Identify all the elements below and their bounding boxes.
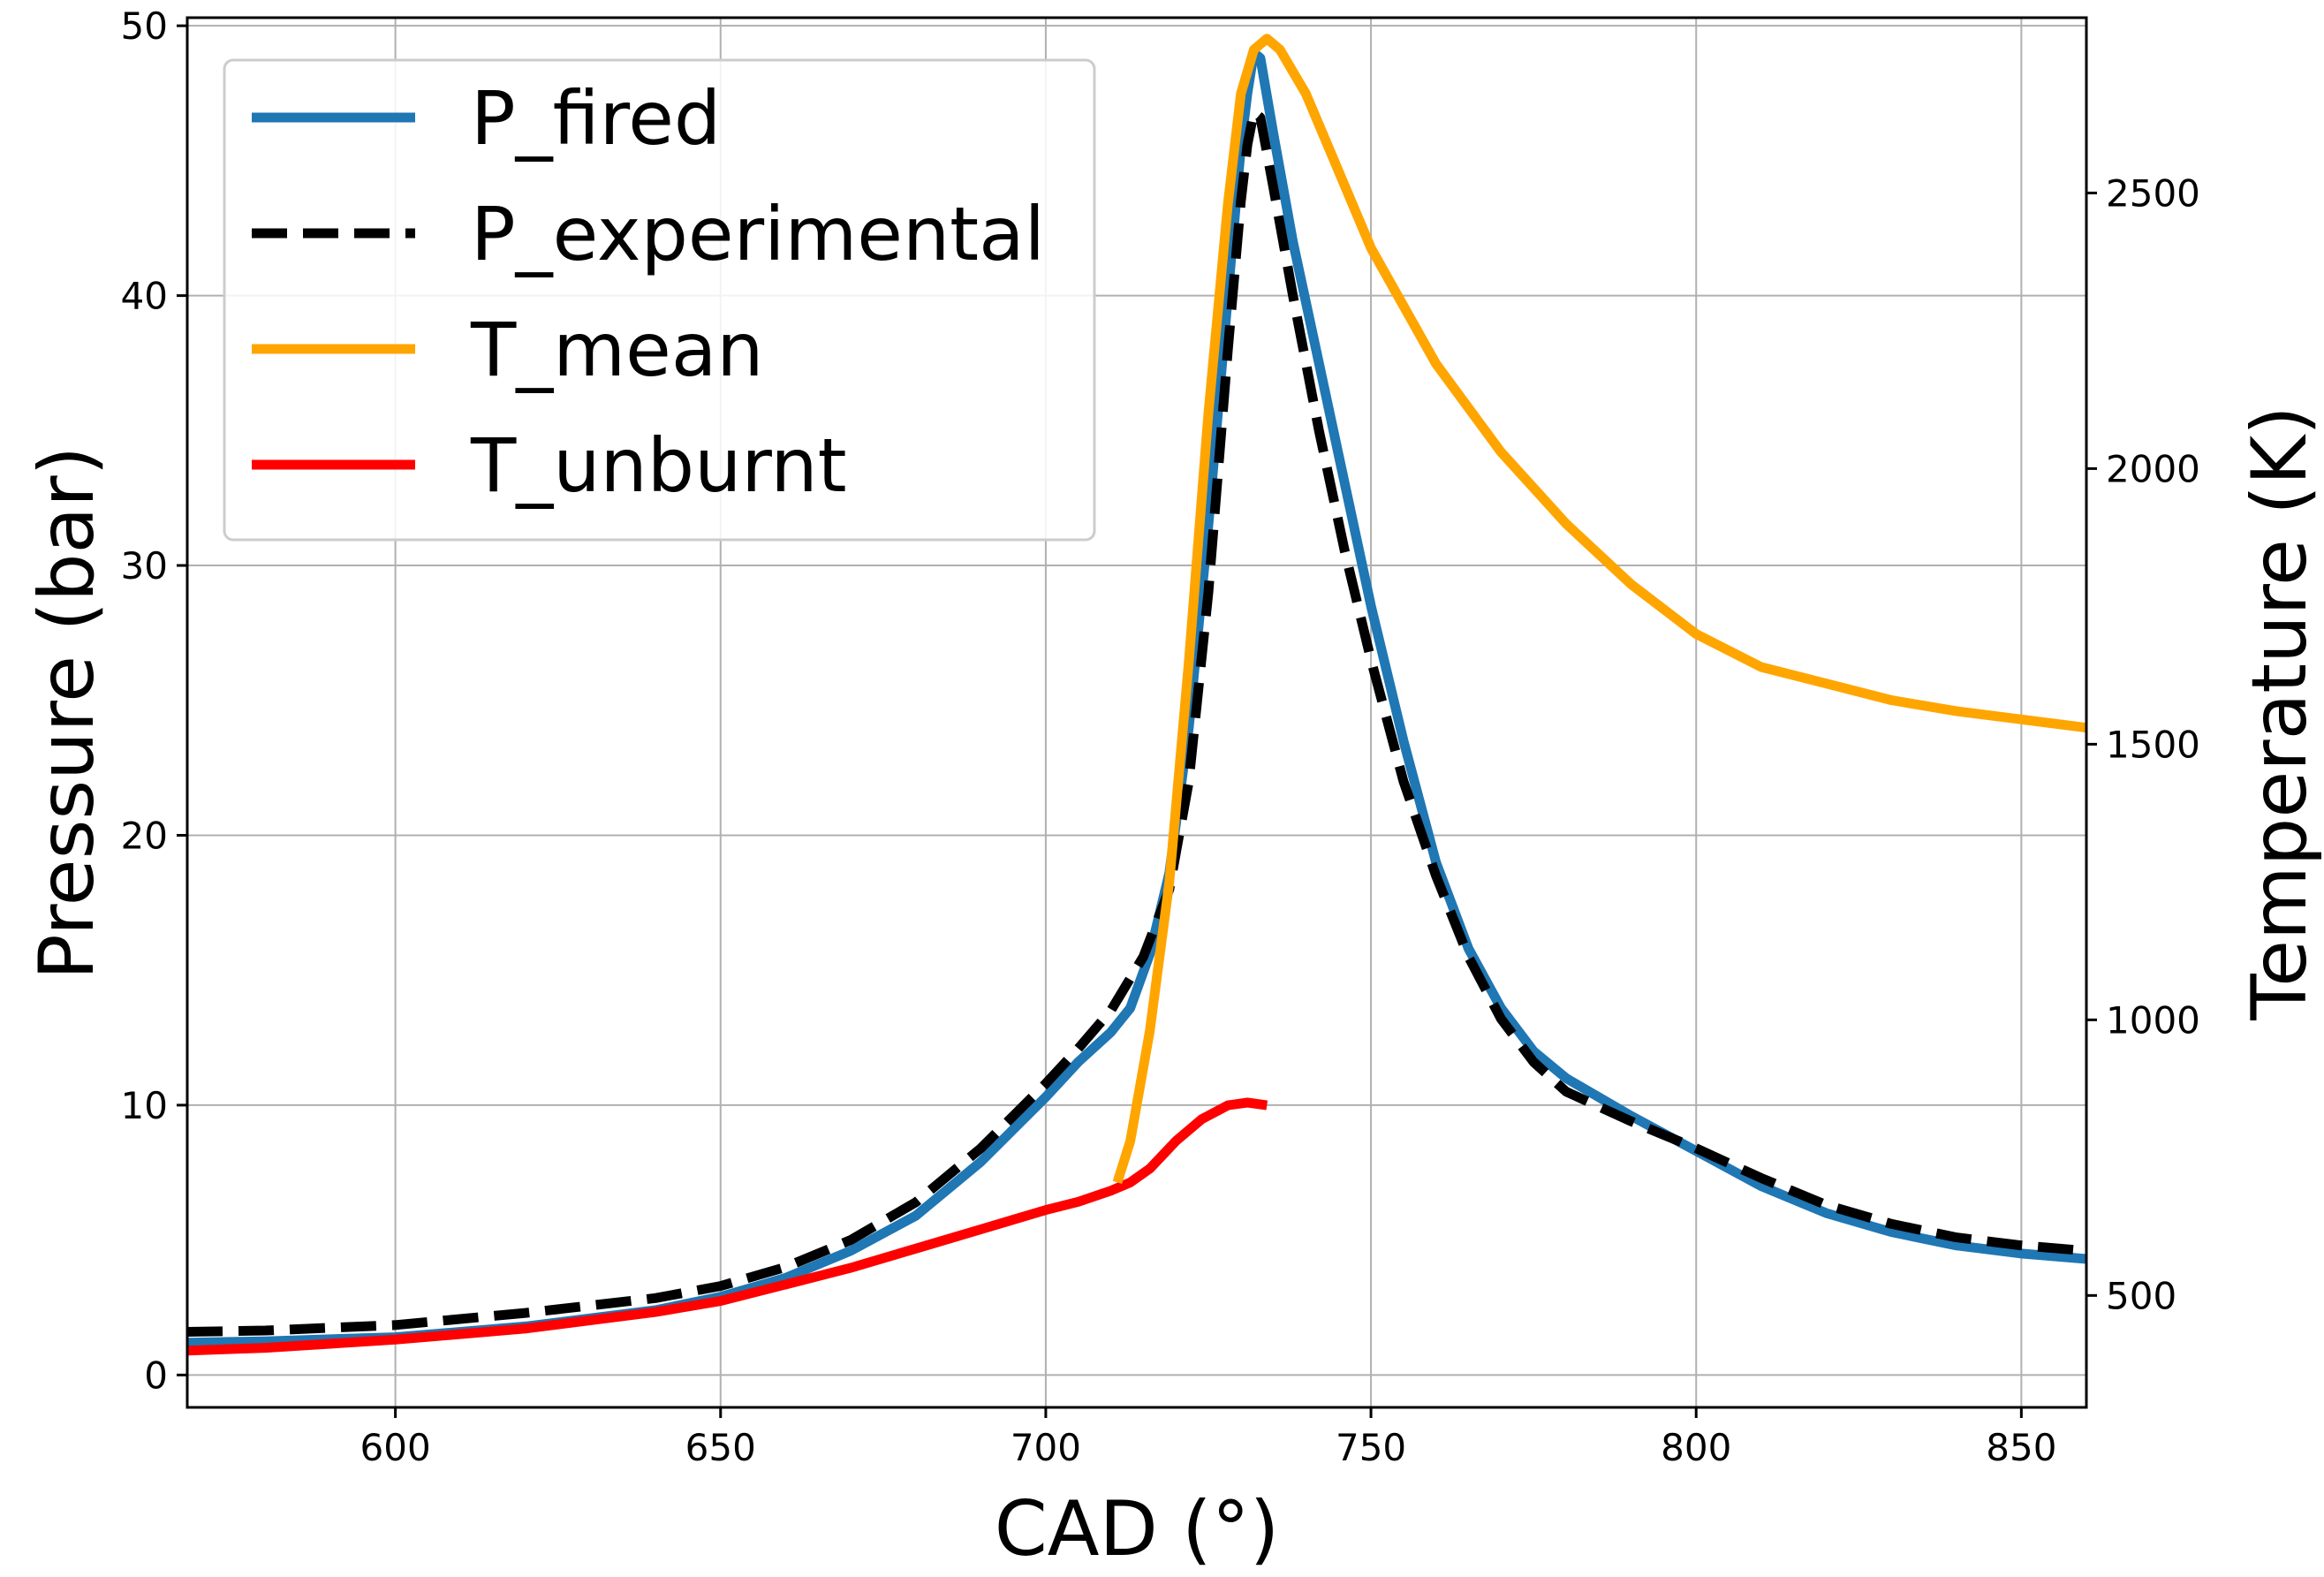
y-tick-label: 40 [121,275,168,318]
x-tick-label: 700 [1011,1426,1081,1469]
y2-axis-title: Temperature (K) [2236,406,2324,1021]
y-tick-label: 50 [121,4,168,48]
y-tick-label: 0 [144,1353,168,1397]
y2-tick-label: 1000 [2106,998,2200,1042]
x-tick-label: 600 [360,1426,431,1469]
y-tick-label: 10 [121,1084,168,1127]
series-layer [186,34,2087,1356]
legend-label: T_mean [470,307,764,393]
x-tick-label: 850 [1986,1426,2056,1469]
y2-tick-label: 2500 [2106,171,2200,215]
x-tick-label: 650 [685,1426,756,1469]
legend-label: T_unburnt [470,422,847,509]
y2-tick-label: 2000 [2106,447,2200,490]
x-tick-label: 800 [1661,1426,1731,1469]
legend-frame [223,58,1096,542]
y-axis-title: Pressure (bar) [23,446,111,980]
x-axis: 600 650 700 750 800 850 [360,1407,2056,1469]
y-tick-label: 20 [121,814,168,857]
series-line-p-experimental [186,107,2087,1337]
series-line-t-mean [1112,34,2087,1185]
x-axis-title: CAD (°) [995,1485,1280,1573]
x-tick-label: 750 [1336,1426,1406,1469]
plot-frame [185,16,2088,1409]
series-line-t-unburnt [186,1097,1268,1356]
y2-tick-label: 500 [2106,1274,2176,1317]
y-tick-label: 30 [121,544,168,588]
legend: P_fired P_experimental T_mean T_unburnt [223,58,1096,542]
y-axis-left: 0 10 20 30 40 50 [121,4,187,1397]
y-axis-right: 500 1000 1500 2000 2500 [2086,171,2200,1317]
legend-label: P_fired [471,75,721,162]
legend-label: P_experimental [471,191,1045,277]
y2-tick-label: 1500 [2106,723,2200,766]
